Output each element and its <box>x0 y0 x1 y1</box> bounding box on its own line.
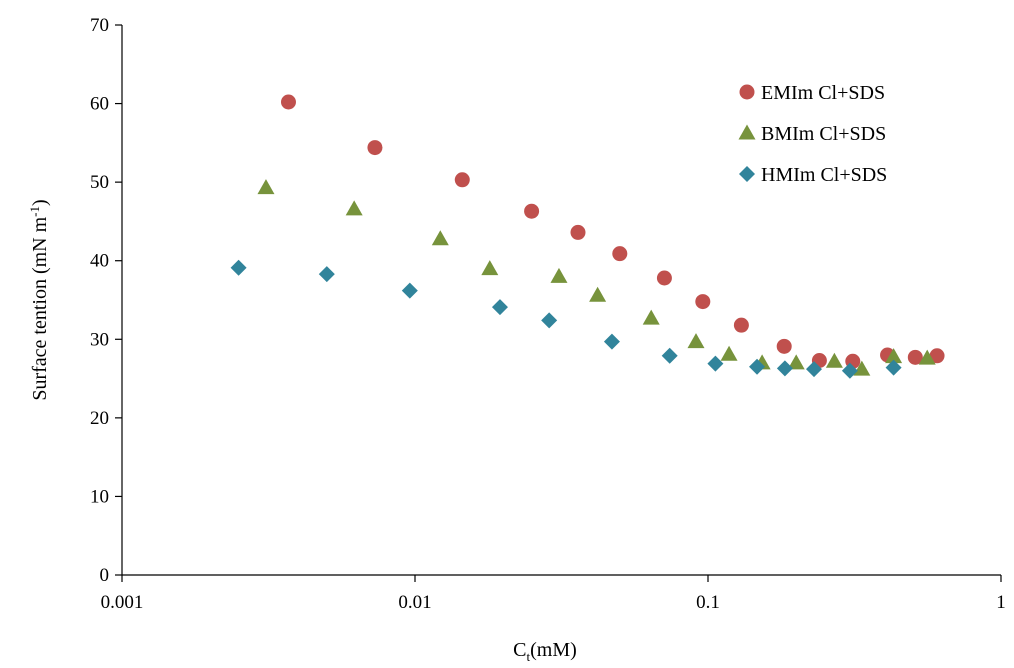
data-point-circle <box>776 338 792 354</box>
data-point-diamond <box>841 362 858 379</box>
x-axis-title: Ct(mM) <box>513 639 577 664</box>
y-tick-label: 20 <box>90 408 109 429</box>
data-point-circle <box>524 203 540 219</box>
x-axis-ticks: 0.001 0.01 0.1 1 <box>101 575 1006 613</box>
y-axis-title: Surface tention (mN m-1) <box>27 199 51 400</box>
x-tick-label: 1 <box>996 592 1006 613</box>
data-point-diamond <box>603 333 620 350</box>
data-point-triangle <box>257 179 275 195</box>
data-point-diamond <box>230 259 247 276</box>
legend-label: HMIm Cl+SDS <box>761 164 887 186</box>
legend-marker-circle <box>739 84 755 100</box>
y-tick-label: 50 <box>90 172 109 193</box>
data-point-circle <box>570 224 586 240</box>
legend-marker-triangle <box>738 124 756 140</box>
data-point-triangle <box>345 200 363 216</box>
data-point-circle <box>733 317 749 333</box>
data-point-circle <box>695 294 711 310</box>
data-point-diamond <box>805 361 822 378</box>
legend-marker-diamond <box>739 166 755 182</box>
data-point-diamond <box>749 358 766 375</box>
y-tick-label: 30 <box>90 329 109 350</box>
y-tick-label: 0 <box>100 565 110 586</box>
series-circle <box>280 94 945 369</box>
legend-label: BMIm Cl+SDS <box>761 123 886 145</box>
data-point-diamond <box>885 359 902 376</box>
data-point-diamond <box>776 360 793 377</box>
legend-item: BMIm Cl+SDS <box>738 123 886 145</box>
data-point-triangle <box>431 230 449 246</box>
data-point-diamond <box>401 282 418 299</box>
legend-item: HMIm Cl+SDS <box>739 164 887 186</box>
y-axis-ticks: 0 10 20 30 40 50 60 70 <box>90 15 122 586</box>
data-point-triangle <box>550 267 568 283</box>
y-tick-label: 70 <box>90 15 109 36</box>
data-point-triangle <box>687 333 705 349</box>
data-point-triangle <box>720 345 738 361</box>
data-point-triangle <box>787 354 805 370</box>
data-points <box>230 94 945 379</box>
x-tick-label: 0.1 <box>696 592 720 613</box>
data-point-diamond <box>661 347 678 364</box>
data-point-triangle <box>918 349 936 365</box>
y-tick-label: 40 <box>90 251 109 272</box>
data-point-diamond <box>707 355 724 372</box>
series-diamond <box>230 259 902 379</box>
legend-label: EMIm Cl+SDS <box>761 82 885 104</box>
data-point-diamond <box>491 299 508 316</box>
data-point-diamond <box>541 312 558 329</box>
x-tick-label: 0.001 <box>101 592 144 613</box>
series-triangle <box>257 179 936 376</box>
data-point-circle <box>454 172 470 188</box>
plot-area: 0 10 20 30 40 50 60 70 0.001 0.01 0.1 1 <box>90 15 1006 613</box>
data-point-triangle <box>589 286 607 302</box>
data-point-triangle <box>481 260 499 276</box>
data-point-triangle <box>885 348 903 364</box>
data-point-circle <box>907 349 923 365</box>
legend: EMIm Cl+SDS BMIm Cl+SDS HMIm Cl+SDS <box>738 82 887 186</box>
data-point-circle <box>612 246 628 262</box>
x-tick-label: 0.01 <box>398 592 431 613</box>
data-point-circle <box>280 94 296 110</box>
data-point-circle <box>656 270 672 286</box>
data-point-triangle <box>642 309 660 325</box>
data-point-triangle <box>825 352 843 368</box>
data-point-circle <box>367 140 383 156</box>
y-tick-label: 60 <box>90 94 109 115</box>
legend-item: EMIm Cl+SDS <box>739 82 885 104</box>
data-point-triangle <box>853 360 871 376</box>
y-tick-label: 10 <box>90 486 109 507</box>
data-point-diamond <box>318 266 335 283</box>
data-point-circle <box>929 348 945 364</box>
